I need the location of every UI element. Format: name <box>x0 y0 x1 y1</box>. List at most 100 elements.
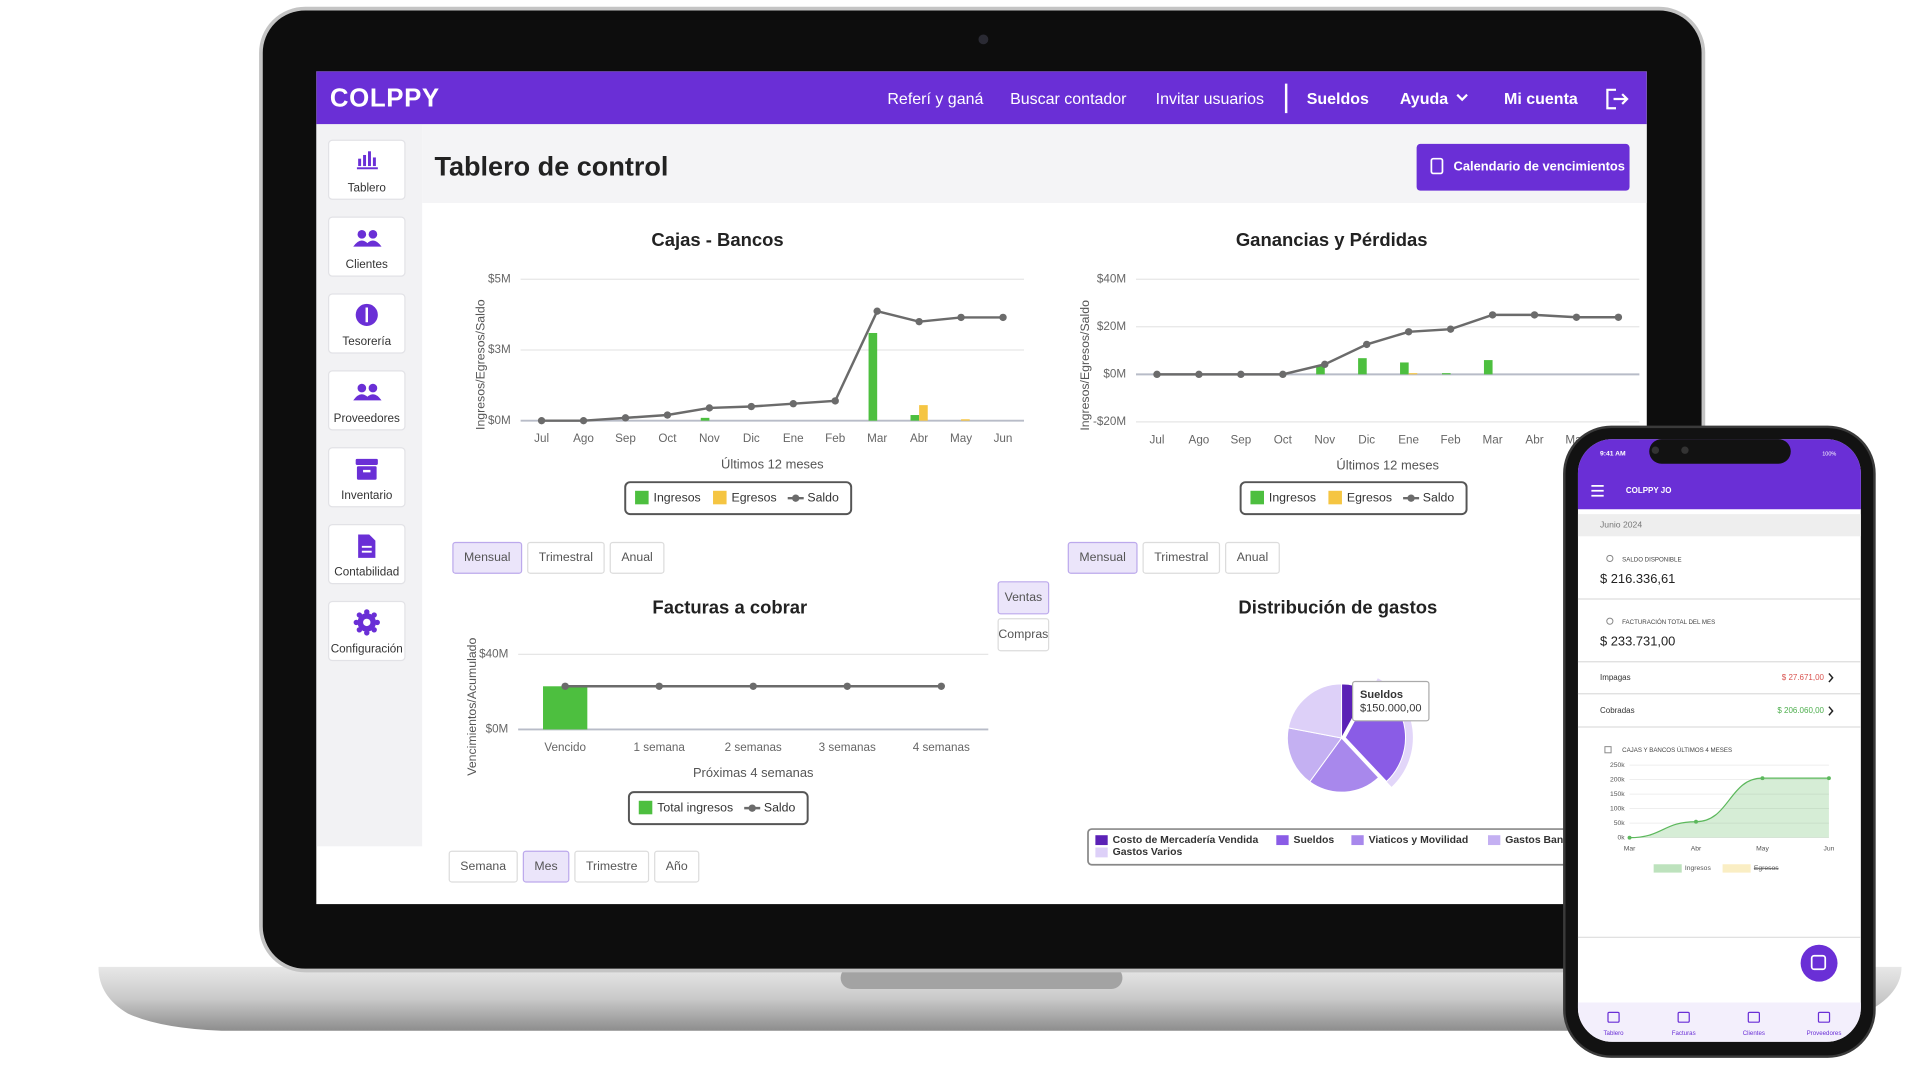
x-tick-label: 1 semana <box>634 741 686 754</box>
nav-icon[interactable] <box>1607 1011 1620 1023</box>
legend-label[interactable]: Egresos <box>1754 865 1779 872</box>
nav-link[interactable]: Sueldos <box>1307 91 1369 108</box>
sidebar-item[interactable]: Inventario <box>328 447 406 508</box>
period-button[interactable] <box>574 850 650 883</box>
x-tick-label: Sep <box>615 432 636 445</box>
pie-slice[interactable] <box>1286 727 1343 783</box>
period-button-label[interactable]: Semana <box>460 859 506 873</box>
nav-link[interactable]: Invitar usuarios <box>1156 91 1264 108</box>
x-tick-label: Abr <box>1691 846 1702 853</box>
legend-label[interactable]: Gastos Bancarios <box>1505 835 1594 846</box>
period-button-label[interactable]: Trimestre <box>586 859 638 873</box>
legend-label[interactable]: Ingresos <box>1269 490 1316 504</box>
point <box>1153 370 1161 379</box>
period-button[interactable] <box>1225 541 1280 574</box>
legend-label[interactable]: Egresos <box>1347 490 1392 504</box>
period-button-label[interactable]: Trimestral <box>1154 550 1208 564</box>
y-tick-label: 100k <box>1610 805 1625 812</box>
period-button-label[interactable]: Año <box>666 859 688 873</box>
x-tick-label: Ene <box>783 432 804 445</box>
fab-icon <box>1810 954 1827 971</box>
row-value[interactable]: $ 27.671,00 <box>1782 673 1825 682</box>
x-tick-label: Feb <box>1441 433 1461 446</box>
sidebar-label[interactable]: Inventario <box>341 489 392 502</box>
logout-icon[interactable] <box>1606 88 1629 110</box>
period-button[interactable] <box>1142 541 1221 574</box>
pie-slice[interactable] <box>1287 683 1343 739</box>
sidebar-label[interactable]: Tablero <box>348 181 386 194</box>
sidebar-item[interactable]: Tesorería <box>328 293 406 354</box>
legend-label[interactable]: Saldo <box>1423 490 1455 504</box>
legend-label[interactable]: Viaticos y Movilidad <box>1369 835 1469 846</box>
side-tab-label[interactable]: Compras <box>998 627 1048 641</box>
sidebar-item[interactable]: Configuración <box>328 600 406 662</box>
menu-icon[interactable] <box>1591 485 1604 497</box>
calendar-button[interactable] <box>1416 143 1630 191</box>
pie-slice[interactable] <box>1309 737 1380 793</box>
period-button-label[interactable]: Mensual <box>464 550 510 564</box>
period-button[interactable] <box>527 541 605 574</box>
sidebar-item[interactable]: Proveedores <box>328 370 406 431</box>
nav-link[interactable]: Ayuda <box>1400 91 1448 108</box>
legend-label[interactable]: Gastos Varios <box>1113 847 1183 858</box>
point <box>915 317 923 326</box>
period-button-label[interactable]: Anual <box>621 550 652 564</box>
bar <box>910 415 920 421</box>
period-button-label[interactable]: Mes <box>534 859 557 873</box>
sidebar-label[interactable]: Contabilidad <box>334 566 399 579</box>
point <box>1627 835 1632 840</box>
sidebar-item[interactable]: Tablero <box>328 139 406 200</box>
nav-icon[interactable] <box>1677 1011 1690 1023</box>
y-tick-label: -$20M <box>1093 415 1126 428</box>
nav-label[interactable]: Clientes <box>1743 1030 1765 1037</box>
sidebar-card[interactable] <box>328 139 406 200</box>
point <box>1488 311 1497 319</box>
nav-icon[interactable] <box>1817 1011 1831 1023</box>
period-button[interactable] <box>654 850 700 883</box>
bar <box>1400 362 1409 375</box>
period-button[interactable] <box>1067 541 1138 574</box>
legend-label[interactable]: Ingresos <box>654 490 701 504</box>
side-tab-label[interactable]: Ventas <box>1005 590 1043 604</box>
point <box>1279 370 1287 379</box>
legend-label[interactable]: Total ingresos <box>657 800 733 814</box>
nav-link[interactable]: Mi cuenta <box>1504 91 1578 108</box>
nav-link[interactable]: Buscar contador <box>1010 91 1127 108</box>
sidebar-label[interactable]: Clientes <box>346 258 388 271</box>
sidebar-icon <box>358 158 362 167</box>
side-tab[interactable] <box>997 581 1050 615</box>
side-tab[interactable] <box>997 618 1050 652</box>
legend-label[interactable]: Sueldos <box>1294 835 1335 846</box>
period-button-label[interactable]: Mensual <box>1079 550 1125 564</box>
row-label[interactable]: Cobradas <box>1600 706 1635 715</box>
sidebar-item[interactable]: Contabilidad <box>328 524 406 585</box>
card-value: $ 233.731,00 <box>1600 634 1675 649</box>
sidebar-label[interactable]: Tesorería <box>342 335 391 348</box>
row-label[interactable]: Impagas <box>1600 673 1631 682</box>
nav-link[interactable]: Referí y ganá <box>887 91 983 108</box>
period-button[interactable] <box>522 850 570 883</box>
nav-label[interactable]: Facturas <box>1672 1030 1696 1037</box>
legend-label[interactable]: Costo de Mercadería Vendida <box>1113 835 1259 846</box>
calendar-button-label[interactable]: Calendario de vencimientos <box>1454 159 1625 174</box>
legend-label[interactable]: Egresos <box>731 490 776 504</box>
legend-label[interactable]: Ingresos <box>1685 865 1712 872</box>
period-button-label[interactable]: Trimestral <box>539 550 593 564</box>
period-button[interactable] <box>609 541 665 574</box>
legend-label[interactable]: Saldo <box>807 490 839 504</box>
legend-label[interactable]: Saldo <box>764 800 796 814</box>
nav-icon[interactable] <box>1747 1011 1761 1023</box>
sidebar-label[interactable]: Proveedores <box>334 412 400 425</box>
sidebar-label[interactable]: Configuración <box>331 643 403 656</box>
sidebar-item[interactable]: Clientes <box>328 216 406 277</box>
period-button-label[interactable]: Anual <box>1237 550 1268 564</box>
period-button[interactable] <box>448 850 518 883</box>
nav-label[interactable]: Proveedores <box>1807 1030 1842 1037</box>
bar <box>1358 358 1367 375</box>
x-axis-title: Últimos 12 meses <box>1336 458 1439 473</box>
fab[interactable] <box>1800 944 1838 982</box>
nav-label[interactable]: Tablero <box>1603 1030 1624 1037</box>
point <box>843 682 851 690</box>
period-button[interactable] <box>452 541 523 574</box>
row-value[interactable]: $ 206.060,00 <box>1777 706 1824 715</box>
